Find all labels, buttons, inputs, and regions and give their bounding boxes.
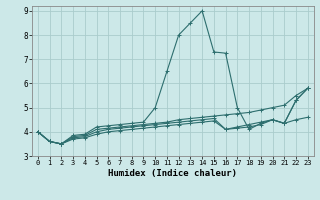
X-axis label: Humidex (Indice chaleur): Humidex (Indice chaleur) bbox=[108, 169, 237, 178]
